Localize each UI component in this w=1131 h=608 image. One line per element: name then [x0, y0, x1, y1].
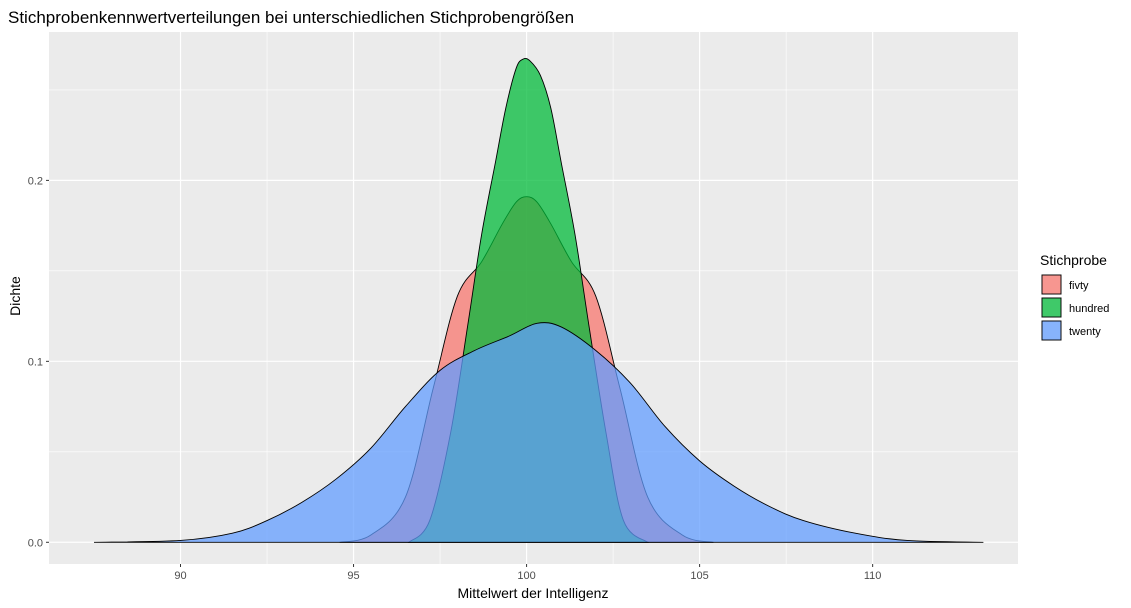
chart-title: Stichprobenkennwertverteilungen bei unte… [8, 8, 574, 27]
y-tick-label: 0.0 [28, 537, 43, 549]
x-tick-label: 105 [690, 570, 708, 582]
y-tick-label: 0.1 [28, 356, 43, 368]
legend-swatch-hundred [1041, 297, 1062, 318]
legend-swatch-twenty [1041, 320, 1062, 341]
y-axis-ticks: 0.0 0.1 0.2 [28, 175, 49, 549]
x-tick-label: 90 [174, 570, 186, 582]
legend-swatch-fivty [1041, 274, 1062, 295]
x-tick-label: 95 [347, 570, 359, 582]
density-area-twenty [93, 322, 984, 543]
x-tick-label: 100 [517, 570, 535, 582]
legend: Stichprobe fivty hundred twenty [1040, 252, 1109, 341]
legend-label-hundred: hundred [1069, 303, 1109, 315]
x-axis-ticks: 90 95 100 105 110 [174, 564, 881, 582]
y-tick-label: 0.2 [28, 175, 43, 187]
y-axis-title: Dichte [7, 276, 23, 316]
density-areas [93, 58, 984, 543]
legend-label-twenty: twenty [1069, 326, 1101, 338]
legend-title: Stichprobe [1040, 252, 1107, 268]
x-tick-label: 110 [864, 570, 882, 582]
legend-label-fivty: fivty [1069, 280, 1089, 292]
x-axis-title: Mittelwert der Intelligenz [458, 585, 609, 601]
